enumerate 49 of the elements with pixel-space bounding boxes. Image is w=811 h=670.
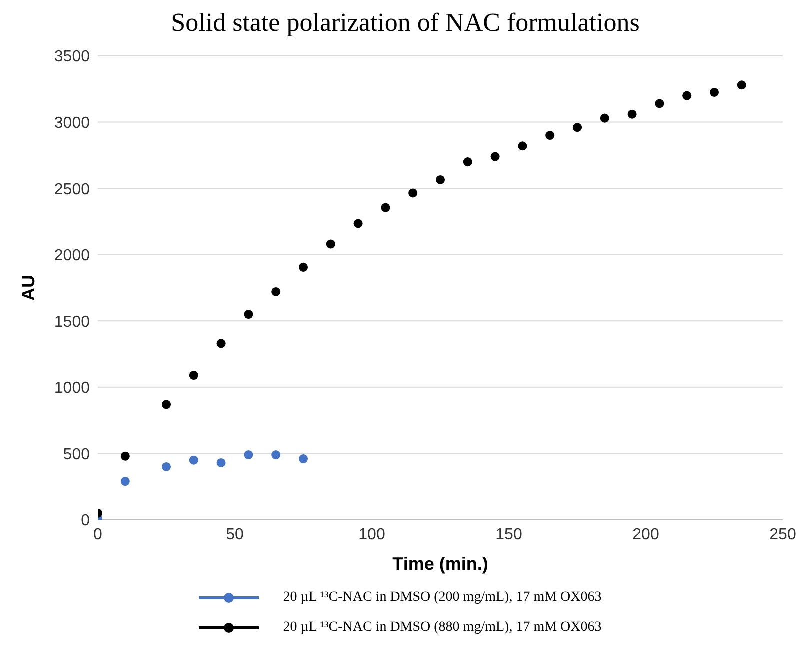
point — [710, 88, 720, 97]
y-tick-label: 2500 — [54, 181, 90, 198]
y-axis-title: AU — [18, 275, 38, 301]
point — [162, 462, 172, 472]
point — [572, 123, 582, 132]
y-tick-label: 2000 — [54, 248, 90, 265]
point — [244, 450, 254, 460]
y-tick-label: 1500 — [54, 314, 90, 331]
point — [120, 452, 130, 461]
point — [546, 131, 555, 140]
legend-label: 20 µL ¹³C-NAC in DMSO (880 mg/mL), 17 mM OX063 — [283, 620, 602, 636]
x-axis-title: Time (min.) — [392, 554, 488, 574]
point — [381, 203, 390, 212]
point — [216, 339, 226, 348]
x-tick-label: 100 — [358, 526, 386, 544]
point — [298, 262, 308, 272]
x-tick-label: 50 — [226, 526, 244, 544]
point — [120, 477, 130, 486]
x-tick-label: 200 — [632, 526, 660, 544]
chart-title: Solid state polarization of NAC formulations — [170, 8, 641, 38]
point — [272, 287, 281, 296]
x-tick-label: 0 — [94, 526, 103, 544]
point — [518, 142, 528, 151]
point — [354, 219, 363, 228]
point — [326, 240, 336, 249]
point — [628, 110, 637, 119]
point — [272, 450, 281, 460]
point — [463, 158, 472, 167]
x-tick-label: 250 — [770, 526, 796, 544]
point — [682, 91, 692, 100]
point — [189, 456, 198, 465]
point — [216, 458, 226, 468]
point — [490, 152, 500, 162]
point — [162, 400, 172, 410]
point — [244, 310, 254, 320]
legend-label: 20 µL ¹³C-NAC in DMSO (200 mg/mL), 17 mM OX063 — [283, 590, 602, 606]
point — [298, 454, 308, 464]
y-tick-label: 0 — [81, 512, 90, 530]
x-tick-label: 150 — [496, 526, 522, 544]
point — [436, 175, 446, 184]
point — [600, 114, 610, 123]
point — [655, 99, 664, 108]
point — [408, 188, 418, 198]
y-tick-label: 3500 — [54, 48, 90, 66]
point — [737, 80, 746, 90]
y-tick-label: 1000 — [54, 380, 90, 398]
y-tick-label: 3000 — [54, 114, 90, 132]
y-tick-label: 500 — [63, 446, 90, 464]
point — [189, 370, 198, 380]
